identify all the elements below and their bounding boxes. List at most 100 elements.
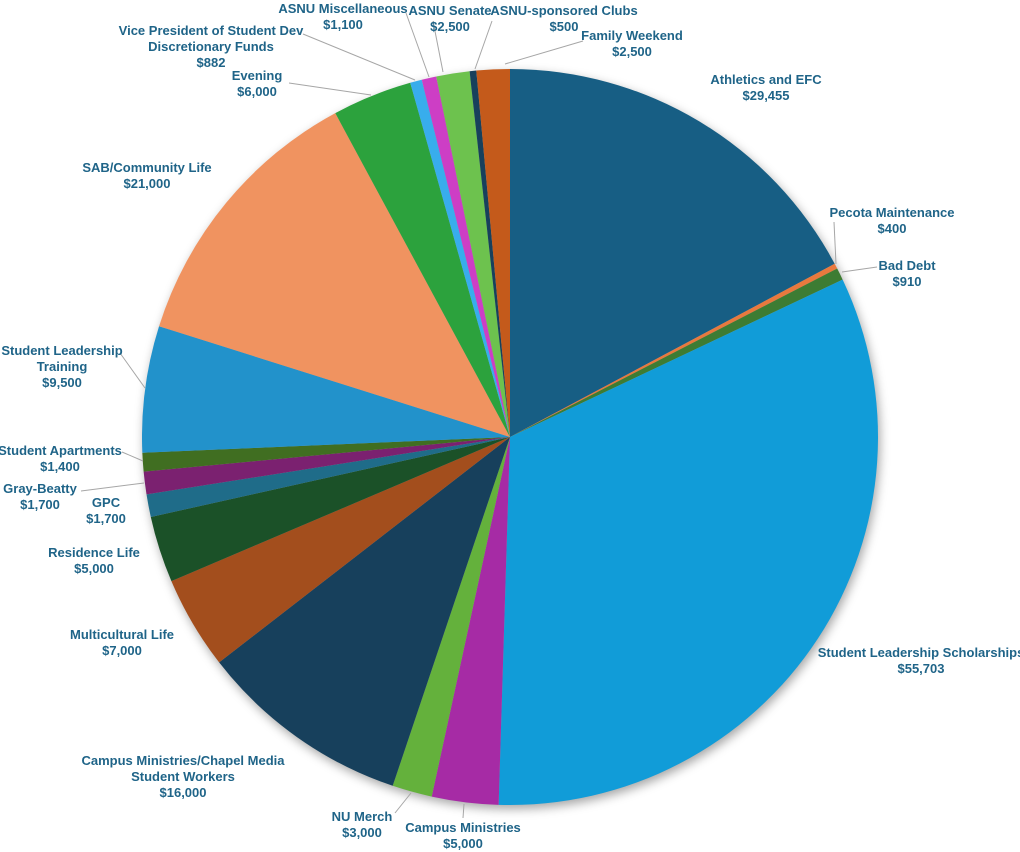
leader-line-evening bbox=[288, 82, 372, 96]
slice-label-asnu-senate: ASNU Senate $2,500 bbox=[408, 3, 491, 35]
slice-label-student-leadership-scholarships: Student Leadership Scholarships $55,703 bbox=[818, 645, 1020, 677]
slice-label-name: Student Workers bbox=[131, 769, 235, 784]
pie-slice-asnu-senate[interactable] bbox=[436, 71, 510, 437]
slice-label-value: $29,455 bbox=[742, 88, 790, 103]
slice-label-residence-life: Residence Life $5,000 bbox=[48, 545, 140, 577]
leader-line-student-apartments bbox=[121, 451, 144, 462]
leader-line-campus-ministries bbox=[462, 803, 465, 819]
leader-line-bad-debt bbox=[841, 266, 878, 273]
slice-label-family-weekend: Family Weekend $2,500 bbox=[581, 28, 683, 60]
slice-label-name: Campus Ministries bbox=[405, 820, 521, 835]
leader-line-asnu-miscellaneous bbox=[405, 12, 430, 78]
slice-label-value: $9,500 bbox=[42, 375, 82, 390]
pie-slice-student-leadership-training[interactable] bbox=[142, 326, 510, 453]
slice-label-value: $5,000 bbox=[443, 836, 483, 851]
leader-line-nu-merch bbox=[394, 792, 412, 814]
pie-slice-asnu-miscellaneous[interactable] bbox=[421, 76, 510, 437]
pie-slice-multicultural-life[interactable] bbox=[171, 437, 510, 663]
slice-label-campus-ministries: Campus Ministries $5,000 bbox=[405, 820, 521, 852]
slice-label-student-leadership-training: Student Leadership Training $9,500 bbox=[1, 343, 122, 391]
slice-label-value: $910 bbox=[892, 274, 922, 289]
slice-label-name: Multicultural Life bbox=[70, 627, 174, 642]
pie-slice-gray-beatty[interactable] bbox=[143, 437, 510, 495]
leader-line-family-weekend bbox=[504, 40, 584, 65]
slice-label-sab-community-life: SAB/Community Life $21,000 bbox=[82, 160, 211, 192]
leader-line-gray-beatty bbox=[80, 482, 145, 492]
slice-label-gray-beatty: Gray-Beatty $1,700 bbox=[3, 481, 77, 513]
leader-lines-group bbox=[80, 12, 878, 819]
leader-line-asnu-senate bbox=[432, 20, 444, 73]
pie-slice-campus-ministries-chapel-media-student-workers[interactable] bbox=[219, 437, 510, 786]
slice-label-name: Student Leadership bbox=[1, 343, 123, 358]
slice-label-value: $1,700 bbox=[20, 497, 60, 512]
slice-label-name: ASNU-sponsored Clubs bbox=[490, 3, 638, 18]
slice-label-name: ASNU Miscellaneous bbox=[278, 1, 408, 16]
pie-slice-sab-community-life[interactable] bbox=[159, 113, 510, 438]
pie-slice-evening[interactable] bbox=[335, 82, 510, 437]
slice-label-name: Discretionary Funds bbox=[148, 39, 274, 54]
slice-label-vice-president-of-student-dev-discretionary-funds: Vice President of Student Dev Discretiona… bbox=[119, 23, 304, 71]
leader-line-vice-president-of-student-dev-discretionary-funds bbox=[302, 33, 416, 81]
slice-label-value: $1,100 bbox=[323, 17, 363, 32]
pie-slice-campus-ministries[interactable] bbox=[431, 437, 510, 805]
pie-slice-nu-merch[interactable] bbox=[392, 437, 510, 797]
pie-slice-bad-debt[interactable] bbox=[510, 268, 843, 437]
slice-label-value: $3,000 bbox=[342, 825, 382, 840]
slice-label-bad-debt: Bad Debt $910 bbox=[878, 258, 935, 290]
pie-slice-pecota-maintenance[interactable] bbox=[510, 263, 838, 437]
pie-slices-group bbox=[142, 69, 878, 805]
slice-label-asnu-miscellaneous: ASNU Miscellaneous $1,100 bbox=[278, 1, 407, 33]
slice-label-value: $1,700 bbox=[86, 511, 126, 526]
pie-slice-student-apartments[interactable] bbox=[142, 437, 510, 472]
leader-line-pecota-maintenance bbox=[833, 221, 837, 265]
slice-label-value: $1,400 bbox=[40, 459, 80, 474]
slice-label-name: Family Weekend bbox=[581, 28, 683, 43]
pie-slice-residence-life[interactable] bbox=[150, 437, 511, 582]
slice-label-value: $7,000 bbox=[102, 643, 142, 658]
slice-label-value: $6,000 bbox=[237, 84, 277, 99]
slice-label-value: $2,500 bbox=[430, 19, 470, 34]
slice-label-name: Residence Life bbox=[48, 545, 140, 560]
slice-label-multicultural-life: Multicultural Life $7,000 bbox=[70, 627, 174, 659]
slice-label-value: $21,000 bbox=[123, 176, 171, 191]
slice-label-name: Athletics and EFC bbox=[710, 72, 822, 87]
slice-label-asnu-sponsored-clubs: ASNU-sponsored Clubs $500 bbox=[490, 3, 637, 35]
slice-label-value: $5,000 bbox=[74, 561, 114, 576]
slice-label-name: Evening bbox=[231, 68, 283, 83]
slice-label-gpc: GPC $1,700 bbox=[86, 495, 126, 527]
pie-slice-vice-president-of-student-dev-discretionary-funds[interactable] bbox=[410, 79, 510, 438]
slice-label-nu-merch: NU Merch $3,000 bbox=[332, 809, 393, 841]
slice-label-name: Vice President of Student Dev bbox=[118, 23, 304, 38]
pie-slice-asnu-sponsored-clubs[interactable] bbox=[469, 70, 510, 438]
slice-label-name: Student Apartments bbox=[0, 443, 122, 458]
slice-label-name: Pecota Maintenance bbox=[829, 205, 955, 220]
slice-label-value: $882 bbox=[196, 55, 226, 70]
slice-label-value: $16,000 bbox=[159, 785, 207, 800]
slice-label-name: Student Leadership Scholarships bbox=[817, 645, 1020, 660]
slice-label-campus-ministries-chapel-media-student-workers: Campus Ministries/Chapel Media Student Wo… bbox=[82, 753, 285, 801]
slice-label-evening: Evening $6,000 bbox=[232, 68, 283, 100]
slice-label-pecota-maintenance: Pecota Maintenance $400 bbox=[830, 205, 955, 237]
pie-slice-gpc[interactable] bbox=[146, 437, 510, 517]
leader-line-student-leadership-training bbox=[119, 352, 146, 389]
slice-label-name: Gray-Beatty bbox=[3, 481, 77, 496]
pie-slice-athletics-and-efc[interactable] bbox=[510, 69, 835, 437]
slice-label-name: Training bbox=[36, 359, 88, 374]
slice-label-athletics-and-efc: Athletics and EFC $29,455 bbox=[710, 72, 821, 104]
pie-slice-family-weekend[interactable] bbox=[476, 69, 510, 437]
slice-label-name: GPC bbox=[91, 495, 121, 510]
leader-line-asnu-sponsored-clubs bbox=[474, 20, 493, 70]
slice-label-name: Campus Ministries/Chapel Media bbox=[81, 753, 285, 768]
slice-label-value: $500 bbox=[549, 19, 579, 34]
slice-label-value: $2,500 bbox=[612, 44, 652, 59]
slice-label-value: $55,703 bbox=[897, 661, 945, 676]
slice-label-name: NU Merch bbox=[331, 809, 393, 824]
slice-label-name: SAB/Community Life bbox=[82, 160, 212, 175]
slice-label-value: $400 bbox=[877, 221, 907, 236]
slice-label-name: ASNU Senate bbox=[408, 3, 492, 18]
slice-label-name: Bad Debt bbox=[878, 258, 936, 273]
pie-slice-student-leadership-scholarships[interactable] bbox=[498, 279, 878, 805]
slice-label-student-apartments: Student Apartments $1,400 bbox=[0, 443, 122, 475]
